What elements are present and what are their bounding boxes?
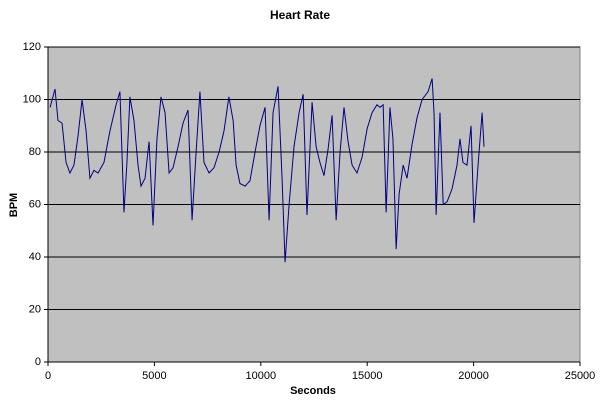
y-tick-label: 0 (35, 356, 41, 368)
y-tick-label: 20 (29, 303, 41, 315)
y-tick-label: 100 (23, 93, 41, 105)
y-tick-label: 80 (29, 146, 41, 158)
x-axis-title: Seconds (290, 385, 336, 397)
y-axis-title: BPM (8, 193, 20, 217)
x-tick-label: 10000 (246, 370, 277, 382)
x-tick-label: 15000 (352, 370, 383, 382)
data-line (49, 78, 485, 263)
x-tick-label: 5000 (142, 370, 166, 382)
y-tick-label: 60 (29, 198, 41, 210)
y-tick-label: 40 (29, 251, 41, 263)
x-tick-label: 0 (45, 370, 51, 382)
chart-title: Heart Rate (270, 8, 330, 22)
y-tick-label: 120 (23, 41, 41, 53)
x-tick-label: 20000 (458, 370, 489, 382)
x-tick-label: 25000 (565, 370, 596, 382)
